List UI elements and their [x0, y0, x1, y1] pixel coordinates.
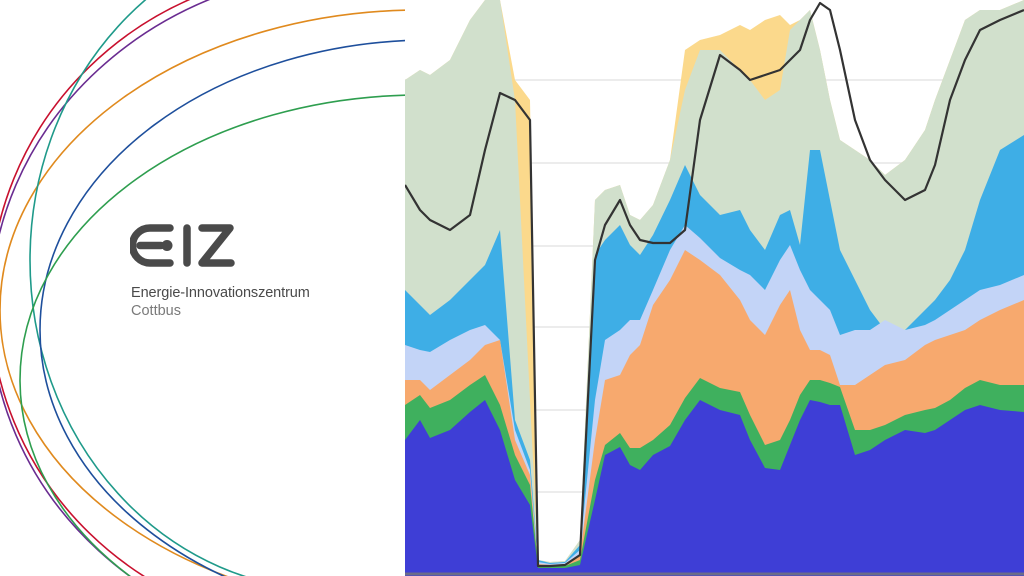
total-line	[405, 1, 1024, 568]
eiz-logo: Energie-Innovationszentrum Cottbus	[130, 222, 310, 319]
area-layers	[405, 0, 1024, 576]
organization-name: Energie-Innovationszentrum	[131, 285, 310, 301]
layer-1-dark-blue	[405, 400, 1024, 576]
arc-green	[19, 94, 405, 576]
arc-navy	[39, 39, 405, 576]
stacked-area-chart	[405, 0, 1024, 576]
chart-plot	[405, 0, 1024, 576]
decorative-arcs	[0, 0, 405, 576]
organization-city: Cottbus	[131, 303, 181, 319]
arc-teal	[29, 0, 247, 576]
eiz-logo-mark	[130, 224, 235, 267]
logo-panel: Energie-Innovationszentrum Cottbus	[0, 0, 405, 576]
